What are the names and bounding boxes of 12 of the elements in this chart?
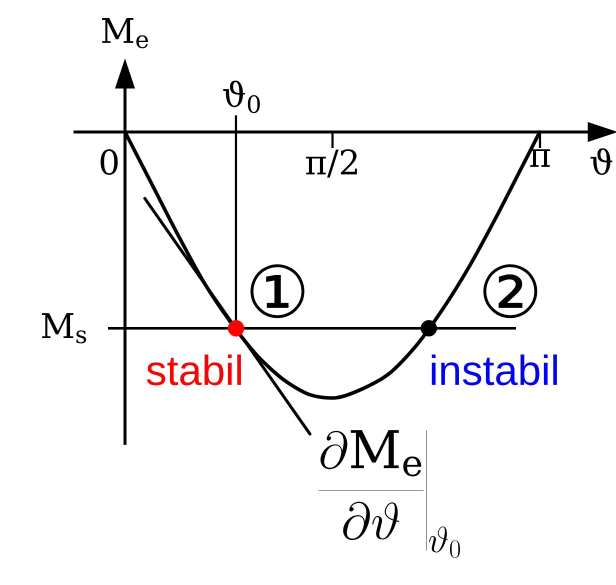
y-axis-title: M$_{e}$ — [102, 18, 148, 48]
annotation: ② — [483, 264, 538, 318]
annotation: ① — [250, 264, 304, 318]
series-label: $\left.\frac{\partial \mathrm{M}_\mathrm{e}}{\partial \vartheta}\right|_{\vartheta_0}$ — [318, 430, 460, 558]
ref-line-label: ϑ$_{0}$ — [223, 80, 260, 114]
x-tick-label: 0 — [100, 149, 118, 175]
series-label: stabil — [146, 354, 241, 386]
x-tick-label: π — [530, 149, 550, 167]
series-label: instabil — [432, 354, 557, 386]
x-axis-title: ϑ — [590, 148, 612, 175]
x-tick-label: π/2 — [306, 149, 357, 178]
ref-line-label: M$_{s}$ — [42, 313, 86, 344]
